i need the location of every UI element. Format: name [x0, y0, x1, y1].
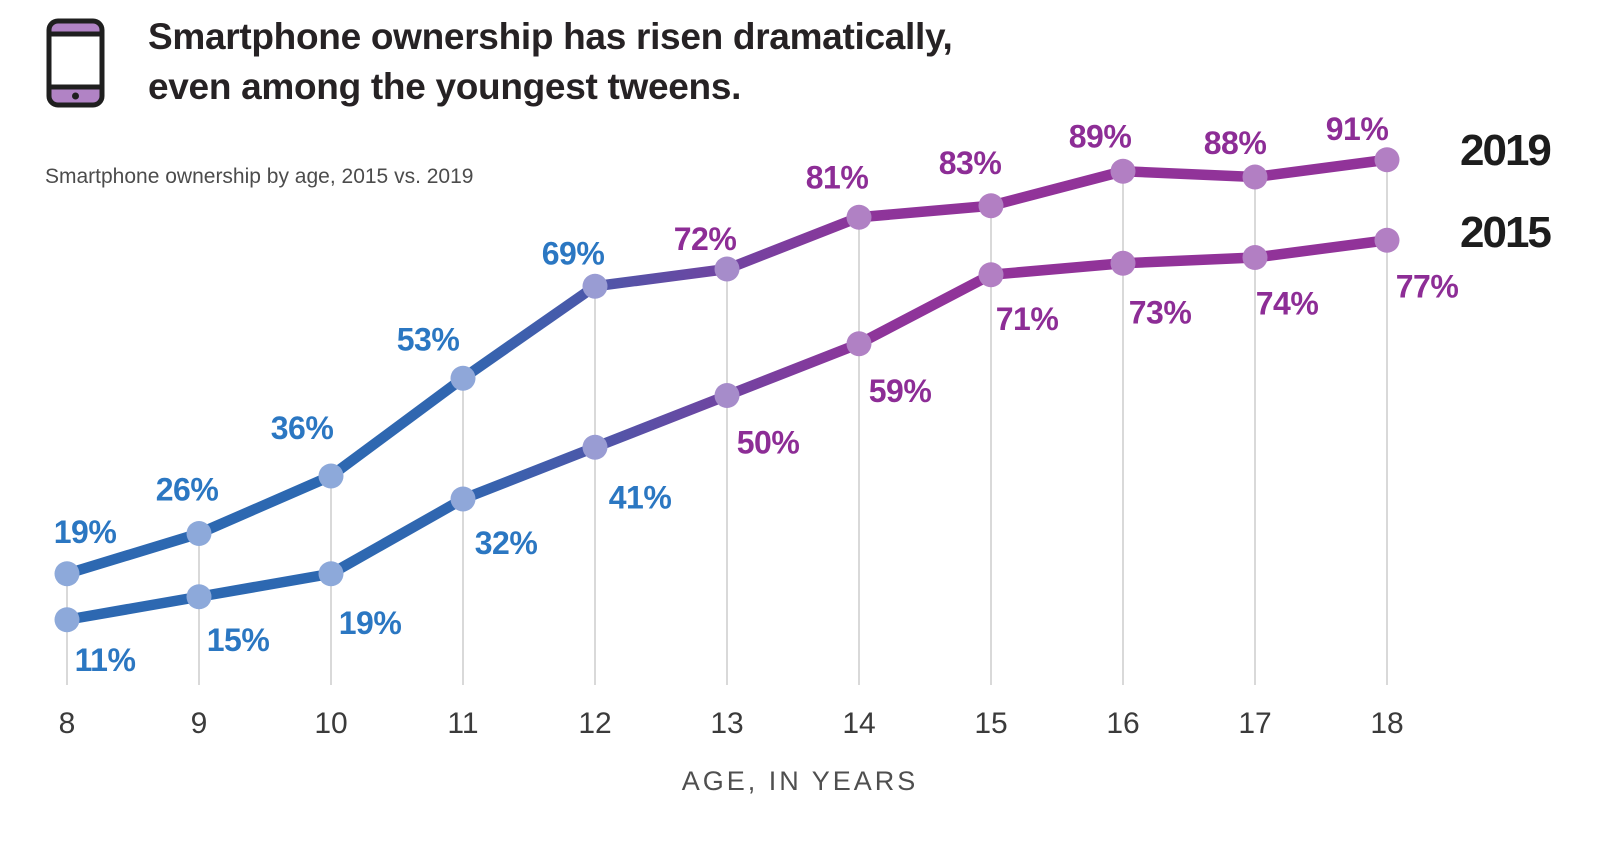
chart-title-line1: Smartphone ownership has risen dramatica… [148, 16, 953, 57]
phone-screen [46, 31, 105, 90]
x-tick-label-16: 16 [1106, 707, 1139, 740]
value-label-2015-age-10: 19% [339, 605, 402, 641]
data-point-2019-age-11 [450, 365, 476, 391]
smartphone-icon [45, 17, 105, 109]
value-label-2019-age-15: 83% [939, 145, 1002, 181]
value-label-2019-age-10: 36% [271, 410, 334, 446]
data-point-2015-age-17 [1242, 245, 1268, 270]
value-label-2015-age-14: 59% [869, 373, 932, 409]
value-label-2015-age-15: 71% [996, 301, 1059, 337]
value-label-2015-age-18: 77% [1396, 268, 1459, 304]
value-label-2019-age-17: 88% [1204, 125, 1267, 161]
data-point-2019-age-15 [978, 193, 1004, 219]
x-tick-label-11: 11 [447, 707, 478, 740]
value-label-2015-age-8: 11% [75, 642, 136, 678]
data-point-2015-age-14 [846, 331, 872, 357]
data-point-2015-age-9 [186, 584, 212, 610]
chart-subtitle: Smartphone ownership by age, 2015 vs. 20… [45, 165, 474, 188]
value-label-2015-age-13: 50% [737, 425, 800, 461]
data-point-2019-age-8 [54, 561, 80, 587]
data-point-2019-age-18 [1374, 147, 1400, 173]
x-tick-label-13: 13 [710, 707, 743, 740]
value-label-2015-age-12: 41% [609, 479, 672, 515]
data-point-2015-age-8 [54, 607, 80, 633]
smartphone-icon-svg [46, 18, 105, 108]
x-tick-label-15: 15 [974, 707, 1007, 740]
value-label-2019-age-12: 69% [542, 235, 605, 271]
x-tick-label-18: 18 [1370, 707, 1403, 740]
data-point-2015-age-13 [714, 383, 740, 408]
value-label-2019-age-13: 72% [674, 221, 737, 257]
data-point-2019-age-10 [318, 463, 344, 489]
legend-label-2015: 2015 [1460, 208, 1552, 257]
chart-title: Smartphone ownership has risen dramatica… [148, 12, 953, 112]
x-tick-label-14: 14 [842, 707, 875, 740]
phone-home-button [72, 92, 79, 100]
x-tick-label-8: 8 [59, 707, 76, 740]
value-label-2019-age-16: 89% [1069, 118, 1132, 154]
data-point-2019-age-17 [1242, 164, 1268, 190]
data-point-2019-age-16 [1110, 158, 1136, 184]
dots-group [54, 147, 1400, 633]
value-labels-group: 19% 26% 36% 53% 69% 72% 81% 83% 89% 88% 91% 11% 15% 1… [54, 111, 1459, 678]
value-label-2015-age-16: 73% [1129, 294, 1192, 330]
data-point-2019-age-13 [714, 256, 740, 282]
value-label-2015-age-9: 15% [207, 622, 270, 658]
x-tick-label-9: 9 [191, 707, 208, 740]
data-point-2015-age-18 [1374, 227, 1400, 253]
legend-label-2019: 2019 [1460, 126, 1552, 175]
value-label-2019-age-18: 91% [1326, 111, 1389, 147]
data-point-2015-age-15 [978, 262, 1004, 288]
data-point-2019-age-12 [582, 273, 608, 299]
value-label-2015-age-11: 32% [475, 525, 538, 561]
value-label-2019-age-11: 53% [397, 321, 460, 357]
x-tick-label-12: 12 [578, 707, 611, 740]
data-point-2015-age-16 [1110, 250, 1136, 276]
x-axis-caption: AGE, IN YEARS [681, 766, 919, 796]
value-label-2019-age-14: 81% [806, 159, 869, 195]
x-tick-labels-group: 8 9 10 11 12 13 14 15 16 17 18 [59, 707, 1404, 740]
data-point-2019-age-9 [186, 521, 212, 546]
data-point-2015-age-12 [582, 434, 608, 460]
data-point-2019-age-14 [846, 204, 872, 230]
value-label-2019-age-8: 19% [54, 514, 117, 550]
value-label-2019-age-9: 26% [156, 472, 219, 508]
x-tick-label-10: 10 [314, 707, 347, 740]
x-tick-label-17: 17 [1238, 707, 1271, 740]
chart-title-line2: even among the youngest tweens. [148, 66, 742, 107]
data-point-2015-age-11 [450, 486, 476, 512]
value-label-2015-age-17: 74% [1256, 286, 1319, 322]
data-point-2015-age-10 [318, 561, 344, 587]
